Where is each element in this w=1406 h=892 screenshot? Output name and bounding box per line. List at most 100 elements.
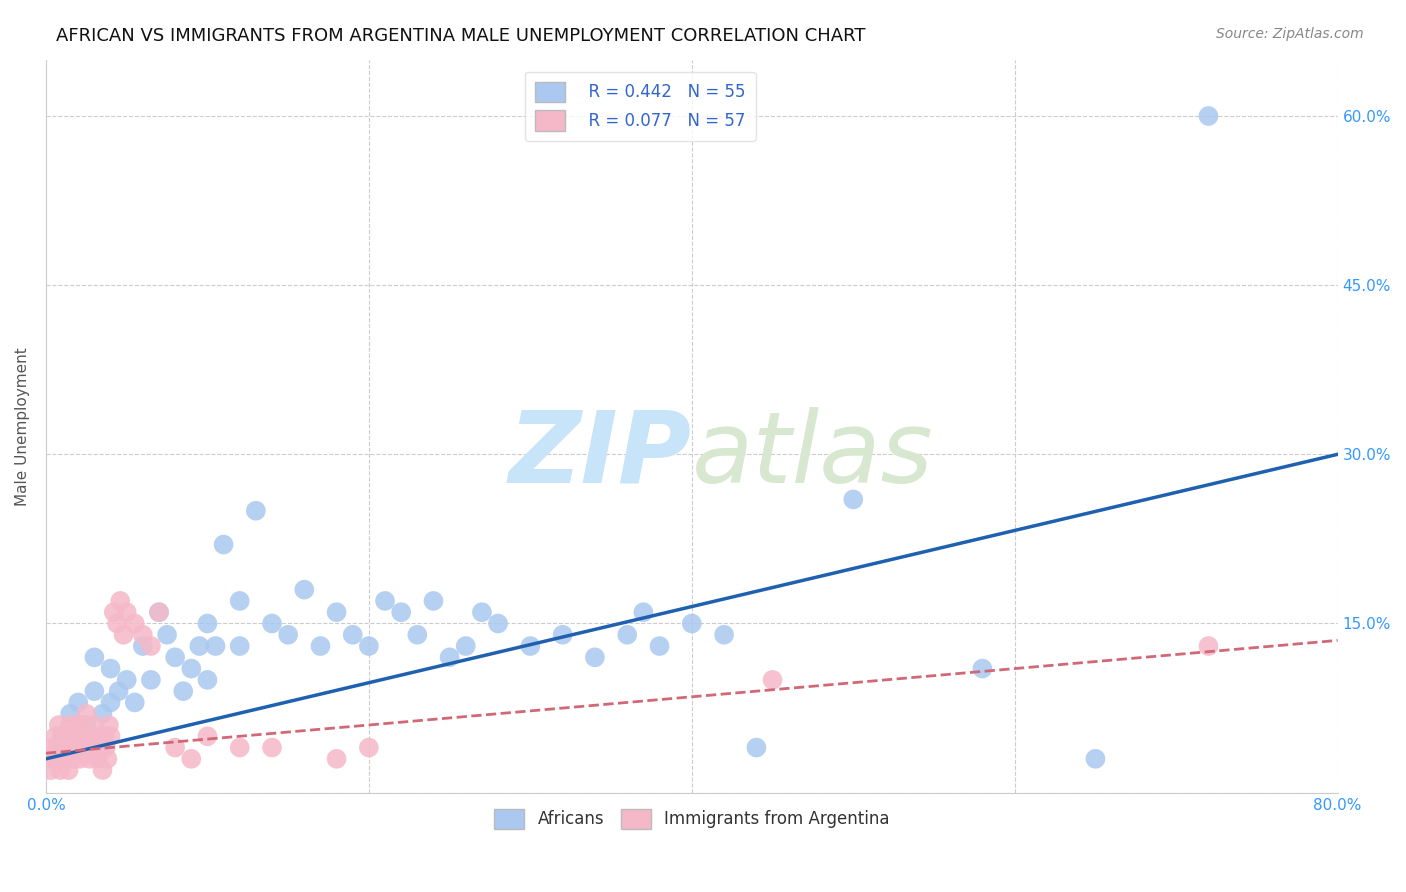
Point <box>115 673 138 687</box>
Point <box>63 729 86 743</box>
Point <box>89 729 111 743</box>
Point <box>197 616 219 631</box>
Y-axis label: Male Unemployment: Male Unemployment <box>15 347 30 506</box>
Point <box>439 650 461 665</box>
Text: atlas: atlas <box>692 407 934 504</box>
Point <box>357 740 380 755</box>
Point <box>97 718 120 732</box>
Point <box>110 594 132 608</box>
Point <box>471 605 494 619</box>
Point <box>132 628 155 642</box>
Point <box>277 628 299 642</box>
Point <box>52 752 75 766</box>
Point <box>165 650 187 665</box>
Point <box>46 740 69 755</box>
Point <box>1198 639 1220 653</box>
Point <box>245 504 267 518</box>
Point <box>212 537 235 551</box>
Point <box>325 605 347 619</box>
Point <box>105 616 128 631</box>
Point <box>132 639 155 653</box>
Point <box>389 605 412 619</box>
Point <box>292 582 315 597</box>
Point <box>70 740 93 755</box>
Point <box>100 662 122 676</box>
Point <box>422 594 444 608</box>
Point <box>583 650 606 665</box>
Point <box>519 639 541 653</box>
Point <box>75 718 97 732</box>
Point <box>1198 109 1220 123</box>
Point <box>115 605 138 619</box>
Point <box>180 662 202 676</box>
Point <box>45 729 67 743</box>
Text: Source: ZipAtlas.com: Source: ZipAtlas.com <box>1216 27 1364 41</box>
Point <box>41 740 63 755</box>
Point <box>73 729 96 743</box>
Point <box>83 684 105 698</box>
Point <box>260 616 283 631</box>
Point <box>51 740 73 755</box>
Point <box>59 718 82 732</box>
Point <box>761 673 783 687</box>
Point <box>648 639 671 653</box>
Point <box>69 752 91 766</box>
Point <box>406 628 429 642</box>
Point <box>62 752 84 766</box>
Point <box>75 706 97 721</box>
Point <box>357 639 380 653</box>
Point <box>172 684 194 698</box>
Point <box>228 740 250 755</box>
Point <box>79 752 101 766</box>
Point <box>681 616 703 631</box>
Point <box>228 594 250 608</box>
Point <box>42 752 65 766</box>
Point <box>197 729 219 743</box>
Point <box>67 695 90 709</box>
Point <box>107 684 129 698</box>
Point <box>1084 752 1107 766</box>
Point <box>713 628 735 642</box>
Point <box>374 594 396 608</box>
Point <box>551 628 574 642</box>
Point <box>180 752 202 766</box>
Point <box>58 763 80 777</box>
Point <box>103 605 125 619</box>
Point <box>616 628 638 642</box>
Point <box>197 673 219 687</box>
Point <box>72 718 94 732</box>
Point <box>124 695 146 709</box>
Point <box>228 639 250 653</box>
Point <box>100 695 122 709</box>
Point <box>325 752 347 766</box>
Point <box>454 639 477 653</box>
Point <box>148 605 170 619</box>
Point <box>83 718 105 732</box>
Point <box>204 639 226 653</box>
Legend: Africans, Immigrants from Argentina: Africans, Immigrants from Argentina <box>488 802 896 836</box>
Point <box>972 662 994 676</box>
Text: AFRICAN VS IMMIGRANTS FROM ARGENTINA MALE UNEMPLOYMENT CORRELATION CHART: AFRICAN VS IMMIGRANTS FROM ARGENTINA MAL… <box>56 27 866 45</box>
Point <box>53 729 76 743</box>
Point <box>84 740 107 755</box>
Point <box>83 650 105 665</box>
Point <box>165 740 187 755</box>
Point <box>91 763 114 777</box>
Point <box>91 706 114 721</box>
Point <box>86 752 108 766</box>
Point <box>93 729 115 743</box>
Point <box>139 673 162 687</box>
Point <box>90 740 112 755</box>
Point <box>49 763 72 777</box>
Point <box>51 729 73 743</box>
Point <box>342 628 364 642</box>
Point <box>124 616 146 631</box>
Point <box>486 616 509 631</box>
Point <box>56 740 79 755</box>
Point <box>139 639 162 653</box>
Point <box>94 740 117 755</box>
Point <box>633 605 655 619</box>
Point <box>38 752 60 766</box>
Point <box>188 639 211 653</box>
Point <box>100 729 122 743</box>
